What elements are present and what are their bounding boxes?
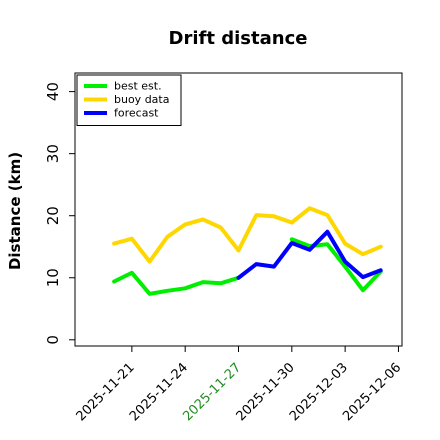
legend-label: buoy data	[114, 93, 169, 106]
series-lines	[112, 206, 383, 296]
x-axis-ticks: 2025-11-212025-11-242025-11-272025-11-30…	[74, 346, 404, 424]
series-line	[236, 229, 383, 280]
y-tick-label: 10	[44, 268, 62, 287]
y-axis-label: Distance (km)	[6, 152, 24, 270]
chart-title: Drift distance	[169, 28, 308, 49]
series-line	[289, 237, 383, 293]
legend-label: forecast	[114, 107, 159, 120]
series-line	[112, 270, 241, 296]
y-tick-label: 30	[44, 144, 62, 163]
y-tick-label: 40	[44, 82, 62, 101]
y-axis-ticks: 0 10 20 30 40	[44, 82, 75, 345]
y-tick-label: 0	[44, 335, 62, 345]
series-line	[112, 206, 383, 264]
legend-label: best est.	[114, 80, 162, 93]
y-tick-label: 20	[44, 206, 62, 225]
